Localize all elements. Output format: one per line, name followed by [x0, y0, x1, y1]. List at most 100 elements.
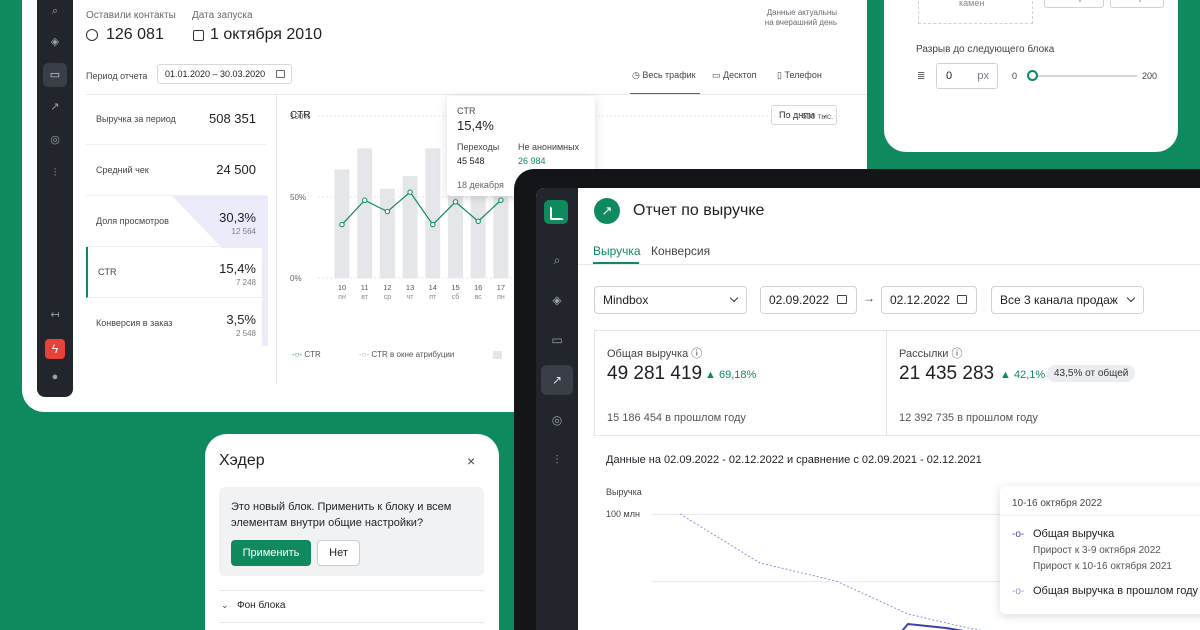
- date-from-input[interactable]: 02.09.2022: [760, 286, 857, 314]
- bolt-icon[interactable]: ϟ: [45, 339, 65, 359]
- close-icon[interactable]: ×: [467, 453, 476, 469]
- tooltip-series1: Общая выручка: [1033, 528, 1115, 540]
- period-value: 01.01.2020 – 30.03.2020: [165, 69, 266, 79]
- date-to-input[interactable]: 02.12.2022: [881, 286, 977, 314]
- gap-value: 0: [946, 70, 953, 82]
- source-select[interactable]: Mindbox: [594, 286, 747, 314]
- revenue-line-chart: [679, 513, 983, 630]
- search-icon[interactable]: ⌕: [553, 253, 561, 267]
- briefcase-icon[interactable]: ▭: [43, 63, 67, 87]
- collapse-icon[interactable]: ↤: [50, 309, 60, 321]
- kpi-change: ▲ 42,1%: [1000, 369, 1045, 381]
- user-icon[interactable]: ●: [51, 371, 59, 383]
- y-tick-right: 600 тыс.: [802, 112, 833, 121]
- x-tick-weekday: вт: [361, 294, 369, 301]
- kpi-label: Рассылки ⓘ: [899, 345, 962, 361]
- tab-all-traffic[interactable]: ◷ Весь трафик: [632, 70, 696, 81]
- search-icon[interactable]: ⌕: [51, 5, 59, 17]
- slider-thumb[interactable]: [1027, 70, 1038, 81]
- metric-label: Доля просмотров: [96, 216, 169, 226]
- gridline: [652, 514, 1200, 515]
- divider: [1000, 515, 1200, 516]
- tab-desktop[interactable]: ▭ Десктоп: [712, 70, 757, 81]
- channels-select[interactable]: Все 3 канала продаж: [991, 286, 1144, 314]
- period-label: Период отчета: [86, 71, 148, 81]
- metric-value: 15,4%: [219, 261, 256, 276]
- filters-icon[interactable]: ⫶: [53, 167, 57, 179]
- x-tick-label: 17: [497, 283, 505, 292]
- trend-icon[interactable]: ↗: [50, 101, 60, 113]
- granularity-select[interactable]: По дням ⌄: [771, 105, 837, 125]
- px-input-1[interactable]: 20 px: [1044, 0, 1104, 8]
- globe-icon[interactable]: ◎: [50, 134, 60, 146]
- gap-input[interactable]: 0 px: [936, 63, 998, 89]
- header-settings-modal: Хэдер × Это новый блок. Применить к блок…: [205, 434, 499, 630]
- ctr-point: [475, 218, 481, 225]
- filters-icon[interactable]: ⫶: [555, 453, 559, 467]
- source-value: Mindbox: [603, 293, 649, 307]
- metric-conversion[interactable]: Конверсия в заказ 3,5% 2 548: [86, 298, 266, 349]
- tab-label: Телефон: [784, 70, 822, 80]
- layers-icon[interactable]: ◈: [552, 293, 562, 307]
- metric-view-share[interactable]: Доля просмотров 30,3% 12 564: [86, 196, 266, 247]
- gap-unit: px: [977, 70, 989, 82]
- kpi-mailings[interactable]: Рассылки ⓘ 21 435 283 ▲ 42,1% 43,5% от о…: [886, 330, 1200, 436]
- slider-track[interactable]: [1029, 75, 1137, 77]
- legend-ctr-attribution: -○- CTR в окне атрибуции: [359, 350, 454, 359]
- tab-revenue[interactable]: Выручка: [593, 244, 641, 258]
- logo-icon[interactable]: [544, 200, 568, 224]
- modal-title: Хэдер: [219, 452, 265, 469]
- x-tick-weekday: ср: [384, 294, 392, 301]
- preview-box: камен: [918, 0, 1033, 24]
- gap-icon: ≣: [917, 71, 926, 82]
- bar: [402, 175, 418, 278]
- px-input-2[interactable]: 20 px: [1110, 0, 1164, 8]
- metric-sub: 2 548: [235, 329, 256, 338]
- kpi-previous: 12 392 735 в прошлом году: [899, 412, 1038, 424]
- tab-phone[interactable]: ▯ Телефон: [777, 70, 822, 81]
- globe-icon[interactable]: ◎: [551, 413, 563, 427]
- tooltip-col1-value: 45 548: [457, 156, 485, 166]
- x-tick-weekday: пн: [497, 294, 505, 301]
- chevron-down-icon[interactable]: ⌄: [221, 600, 229, 610]
- bar: [470, 174, 486, 278]
- apply-button[interactable]: Применить: [231, 540, 311, 566]
- divider: [86, 94, 867, 95]
- comparison-caption: Данные на 02.09.2022 - 02.12.2022 и срав…: [606, 454, 982, 466]
- y-tick-label: 100%: [290, 112, 310, 121]
- calendar-icon: [957, 295, 967, 304]
- y-tick-label: 50%: [290, 193, 306, 202]
- monitor-icon: ▭: [712, 70, 724, 80]
- kpi-value: 21 435 283: [899, 363, 995, 384]
- x-tick-label: 13: [406, 283, 414, 292]
- tab-conversion[interactable]: Конверсия: [651, 244, 711, 258]
- page-title: Отчет по выручке: [633, 202, 765, 219]
- kpi-label: Общая выручка ⓘ: [607, 345, 702, 361]
- x-tick-label: 15: [451, 283, 459, 292]
- layers-icon[interactable]: ◈: [50, 36, 60, 48]
- arrow-right-icon: →: [863, 291, 875, 305]
- gridline: [652, 581, 1200, 582]
- metric-sub: 7 248: [235, 278, 256, 287]
- px-value: 20: [1065, 0, 1076, 3]
- date-to-value: 02.12.2022: [890, 293, 951, 307]
- period-input[interactable]: 01.01.2020 – 30.03.2020: [157, 64, 292, 84]
- ctr-point: [498, 197, 504, 203]
- info-icon: ⓘ: [691, 348, 703, 360]
- px-unit: px: [1139, 0, 1150, 3]
- metric-ctr[interactable]: CTR 15,4% 7 248: [86, 247, 266, 298]
- trend-icon[interactable]: ↗: [541, 365, 573, 395]
- no-button[interactable]: Нет: [317, 540, 360, 566]
- calendar-icon: [837, 295, 847, 304]
- phone-icon: ▯: [777, 70, 785, 80]
- metric-revenue[interactable]: Выручка за период 508 351: [86, 94, 266, 145]
- section-background[interactable]: Фон блока: [237, 600, 286, 611]
- metric-avg-check[interactable]: Средний чек 24 500: [86, 145, 266, 196]
- tooltip-series2: Общая выручка в прошлом году: [1033, 585, 1198, 597]
- divider: [276, 94, 277, 384]
- x-tick-weekday: вс: [475, 294, 483, 301]
- briefcase-icon[interactable]: ▭: [551, 333, 563, 347]
- channels-value: Все 3 канала продаж: [1000, 293, 1118, 307]
- metric-label: Средний чек: [96, 165, 149, 175]
- revenue-report-screen: ⌕ ◈ ▭ ↗ ◎ ⫶ ↗ Отчет по выручке Выручка К…: [536, 188, 1200, 630]
